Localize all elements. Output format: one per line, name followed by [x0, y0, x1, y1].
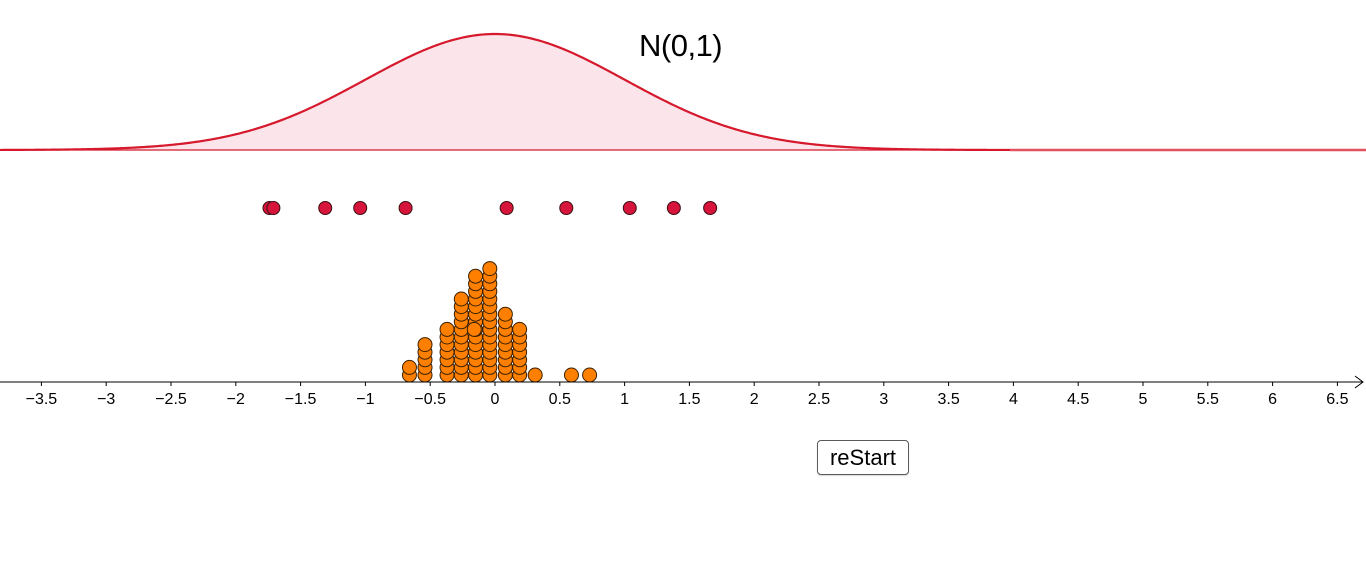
svg-text:−1.5: −1.5 — [285, 391, 317, 408]
svg-text:4.5: 4.5 — [1067, 391, 1089, 408]
svg-text:1.5: 1.5 — [678, 391, 700, 408]
dot-plot-means — [401, 261, 598, 383]
svg-text:−0.5: −0.5 — [414, 391, 446, 408]
sample-points — [262, 201, 718, 215]
svg-text:3: 3 — [879, 391, 888, 408]
svg-text:−2: −2 — [227, 391, 245, 408]
svg-text:3.5: 3.5 — [937, 391, 959, 408]
svg-text:5: 5 — [1139, 391, 1148, 408]
svg-text:5.5: 5.5 — [1197, 391, 1219, 408]
svg-text:6: 6 — [1268, 391, 1277, 408]
svg-text:0.5: 0.5 — [549, 391, 571, 408]
svg-text:−2.5: −2.5 — [155, 391, 187, 408]
distribution-label: N(0,1) — [639, 28, 723, 63]
svg-text:0: 0 — [491, 391, 500, 408]
svg-text:2.5: 2.5 — [808, 391, 830, 408]
normal-density-curve — [0, 32, 1011, 152]
svg-text:2: 2 — [750, 391, 759, 408]
svg-text:−1: −1 — [356, 391, 374, 408]
svg-text:−3: −3 — [97, 391, 115, 408]
svg-text:−3.5: −3.5 — [26, 391, 58, 408]
svg-text:6.5: 6.5 — [1326, 391, 1348, 408]
restart-button[interactable]: reStart — [817, 440, 909, 475]
x-axis: −3.5 −3 −2.5 −2 −1.5 −1 −0.5 0 0.5 1 1.5 2 2.5 3 3.5 4 4… — [0, 375, 1364, 408]
svg-text:1: 1 — [620, 391, 629, 408]
svg-text:4: 4 — [1009, 391, 1018, 408]
